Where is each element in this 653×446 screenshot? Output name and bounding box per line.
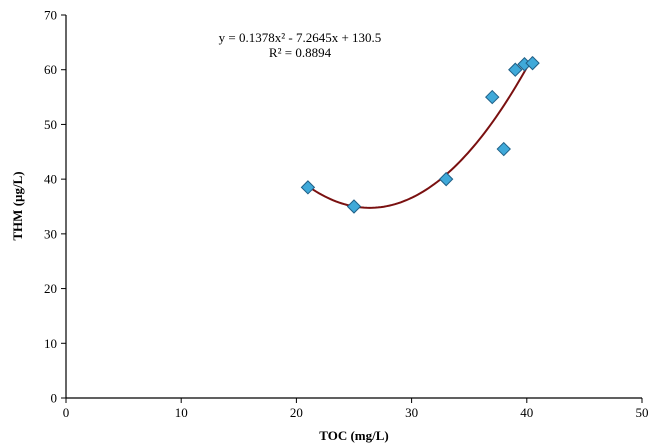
x-tick-label: 0 xyxy=(63,405,70,420)
y-tick-label: 70 xyxy=(44,8,57,23)
y-tick-label: 40 xyxy=(44,172,57,187)
y-tick-label: 50 xyxy=(44,117,57,132)
data-point xyxy=(485,89,500,105)
data-point xyxy=(346,199,362,214)
x-tick-label: 20 xyxy=(290,405,303,420)
x-tick-label: 10 xyxy=(175,405,188,420)
x-tick-label: 30 xyxy=(405,405,418,420)
data-points xyxy=(300,55,540,214)
data-point xyxy=(496,141,511,157)
y-tick-label: 10 xyxy=(44,336,57,351)
x-axis-title: TOC (mg/L) xyxy=(319,428,388,443)
y-tick-label: 30 xyxy=(44,226,57,241)
axes xyxy=(65,15,642,399)
data-point xyxy=(438,171,454,187)
data-point xyxy=(300,180,316,195)
y-axis-title: THM (µg/L) xyxy=(10,171,25,240)
data-point xyxy=(508,62,523,77)
data-point xyxy=(525,55,540,71)
y-tick-label: 0 xyxy=(51,391,58,406)
x-ticks: 0 10 20 30 40 50 xyxy=(63,398,649,420)
trendline xyxy=(307,56,534,209)
x-tick-label: 40 xyxy=(520,405,533,420)
y-tick-label: 60 xyxy=(44,62,57,77)
y-ticks: 0 10 20 30 40 50 60 70 xyxy=(44,8,66,406)
x-tick-label: 50 xyxy=(636,405,649,420)
r-squared-annotation: R² = 0.8894 xyxy=(269,45,332,60)
y-tick-label: 20 xyxy=(44,281,57,296)
equation-annotation: y = 0.1378x² - 7.2645x + 130.5 xyxy=(219,30,382,45)
